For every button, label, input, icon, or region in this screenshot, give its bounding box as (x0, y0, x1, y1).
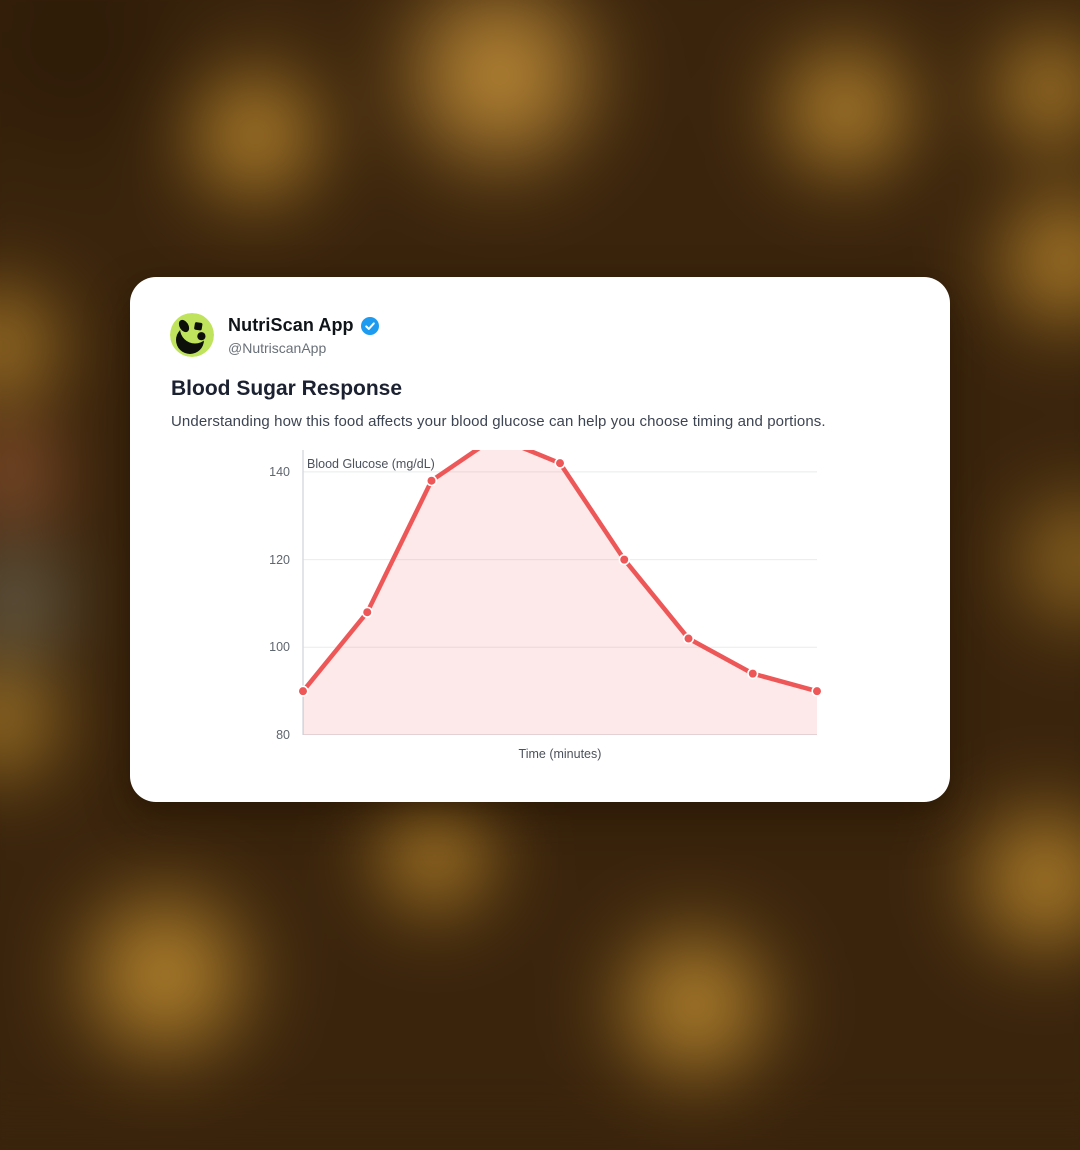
data-point-dot (747, 668, 759, 680)
data-point-dot (361, 606, 373, 618)
verified-badge-icon (360, 316, 379, 335)
post-description: Understanding how this food affects your… (171, 413, 826, 430)
author-header: NutriScan App @NutriscanApp (170, 313, 379, 357)
data-point-dot (554, 457, 566, 469)
y-axis-title: Blood Glucose (mg/dL) (307, 457, 435, 471)
post-title: Blood Sugar Response (171, 377, 403, 400)
data-point-dot (425, 475, 438, 487)
data-point-dot (811, 685, 823, 697)
glucose-area-chart (297, 450, 823, 735)
x-axis-title: Time (minutes) (518, 747, 602, 761)
y-tick-label: 120 (269, 552, 290, 567)
blood-glucose-chart: 80 100 120 140 Blood Glucose (mg/dL) Time (… (130, 450, 950, 770)
area-fill (303, 450, 817, 735)
author-identity: NutriScan App @NutriscanApp (228, 313, 379, 356)
y-tick-label: 100 (269, 640, 290, 655)
data-point-dot (618, 554, 630, 566)
y-tick-label: 140 (269, 464, 290, 479)
nutriscan-logo-avatar-icon (170, 313, 214, 357)
data-point-dot (297, 685, 309, 697)
y-tick-label: 80 (276, 728, 290, 742)
author-handle: @NutriscanApp (228, 340, 327, 356)
author-name: NutriScan App (228, 315, 354, 335)
data-point-dot (682, 632, 695, 645)
nutriscan-post-card: NutriScan App @NutriscanApp Blood Sugar … (130, 277, 950, 802)
